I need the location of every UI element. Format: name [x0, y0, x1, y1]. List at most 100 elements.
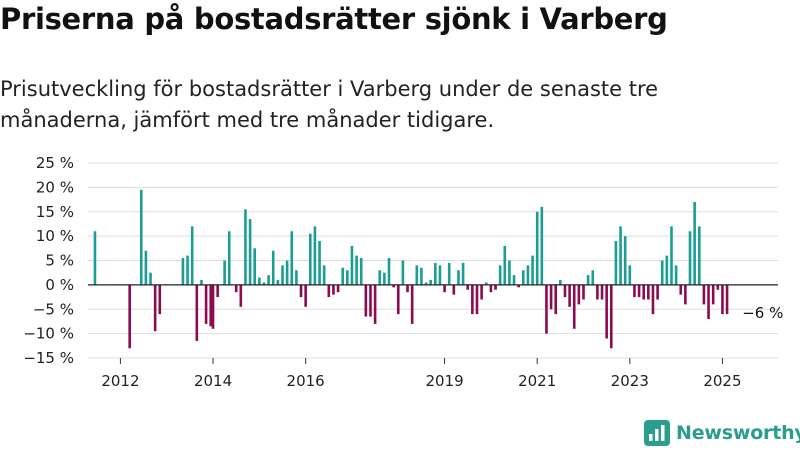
- bar: [461, 262, 465, 285]
- bar: [355, 255, 358, 285]
- bar: [139, 189, 143, 285]
- y-tick-label: 10 %: [36, 227, 74, 245]
- bar: [216, 284, 219, 298]
- bar: [522, 270, 525, 285]
- bar: [420, 267, 423, 285]
- bar: [725, 284, 729, 315]
- bar: [572, 284, 576, 329]
- bar: [716, 284, 720, 290]
- bar: [577, 284, 581, 305]
- bar: [244, 209, 247, 285]
- bar: [195, 284, 199, 341]
- bar: [559, 280, 562, 285]
- bar: [549, 284, 553, 310]
- bar: [688, 231, 692, 285]
- bar: [591, 270, 595, 285]
- bar: [322, 265, 326, 285]
- bar: [258, 277, 261, 285]
- x-tick-label: 2012: [101, 372, 139, 390]
- bar: [665, 255, 669, 285]
- bar: [387, 258, 391, 285]
- bar: [600, 284, 604, 300]
- bar: [271, 250, 275, 285]
- bar: [563, 284, 567, 298]
- bar: [494, 284, 497, 290]
- bar: [295, 270, 298, 285]
- bars: [93, 189, 729, 349]
- y-tick-label: −15 %: [23, 349, 74, 367]
- bar: [304, 284, 307, 307]
- bar: [227, 231, 231, 285]
- bar: [633, 284, 636, 298]
- bar: [253, 248, 257, 285]
- bar: [290, 231, 294, 285]
- y-tick-label: 25 %: [36, 154, 74, 172]
- bar: [711, 284, 715, 305]
- x-tick-label: 2023: [611, 372, 649, 390]
- bar: [341, 267, 344, 285]
- bar: [554, 284, 558, 315]
- bar: [313, 226, 317, 285]
- bar: [642, 284, 645, 300]
- bar: [336, 284, 340, 293]
- bar: [697, 226, 701, 285]
- bar: [489, 284, 493, 293]
- bar: [318, 241, 321, 285]
- bar: [373, 284, 377, 324]
- bar: [447, 262, 451, 285]
- bar: [248, 219, 252, 285]
- bar: [512, 275, 516, 285]
- bar: [93, 231, 97, 285]
- bar: [438, 265, 442, 285]
- bar: [396, 284, 400, 315]
- bar: [223, 260, 226, 285]
- bar: [410, 284, 414, 324]
- bar: [144, 250, 148, 285]
- bar: [239, 284, 243, 307]
- bar: [153, 284, 157, 332]
- bar: [457, 270, 460, 285]
- y-tick-label: 0 %: [45, 276, 74, 294]
- bar: [327, 284, 331, 298]
- bar: [401, 260, 405, 285]
- bar: [484, 282, 488, 285]
- bar: [670, 226, 673, 285]
- bar: [332, 284, 335, 295]
- bar: [204, 284, 208, 324]
- bar: [392, 284, 395, 288]
- bar: [517, 284, 520, 288]
- x-tick-label: 2016: [287, 372, 325, 390]
- bar: [158, 284, 162, 315]
- bar-chart: 25 % 20 % 15 % 10 % 5 % 0 % −5 % −10 % −15 % 201…: [23, 154, 783, 390]
- bar: [378, 270, 382, 285]
- bar: [684, 284, 687, 305]
- y-tick-label: 15 %: [36, 203, 74, 221]
- last-value-annotation: −6 %: [742, 304, 783, 322]
- bar: [614, 241, 618, 285]
- y-tick-label: −10 %: [23, 325, 74, 343]
- bar: [285, 260, 289, 285]
- bar: [480, 284, 483, 300]
- bar: [503, 245, 507, 285]
- x-tick-label: 2025: [703, 372, 741, 390]
- bar: [535, 211, 539, 285]
- y-tick-label: −5 %: [33, 300, 74, 318]
- bar: [350, 245, 354, 285]
- chart-title: Priserna på bostadsrätter sjönk i Varber…: [0, 2, 668, 36]
- bar: [508, 260, 511, 285]
- newsworthy-logo-text: Newsworthy: [676, 422, 800, 444]
- y-tick-label: 5 %: [45, 252, 74, 270]
- bar: [475, 284, 479, 315]
- bar: [128, 284, 131, 349]
- bar: [211, 284, 215, 329]
- bar: [209, 284, 213, 327]
- bar: [383, 272, 386, 285]
- y-tick-label: 20 %: [36, 178, 74, 196]
- bar: [308, 233, 312, 285]
- bar: [651, 284, 655, 315]
- bar: [276, 280, 280, 285]
- bar: [679, 284, 683, 295]
- bar: [190, 226, 194, 285]
- bar: [609, 284, 613, 349]
- bar: [181, 258, 185, 285]
